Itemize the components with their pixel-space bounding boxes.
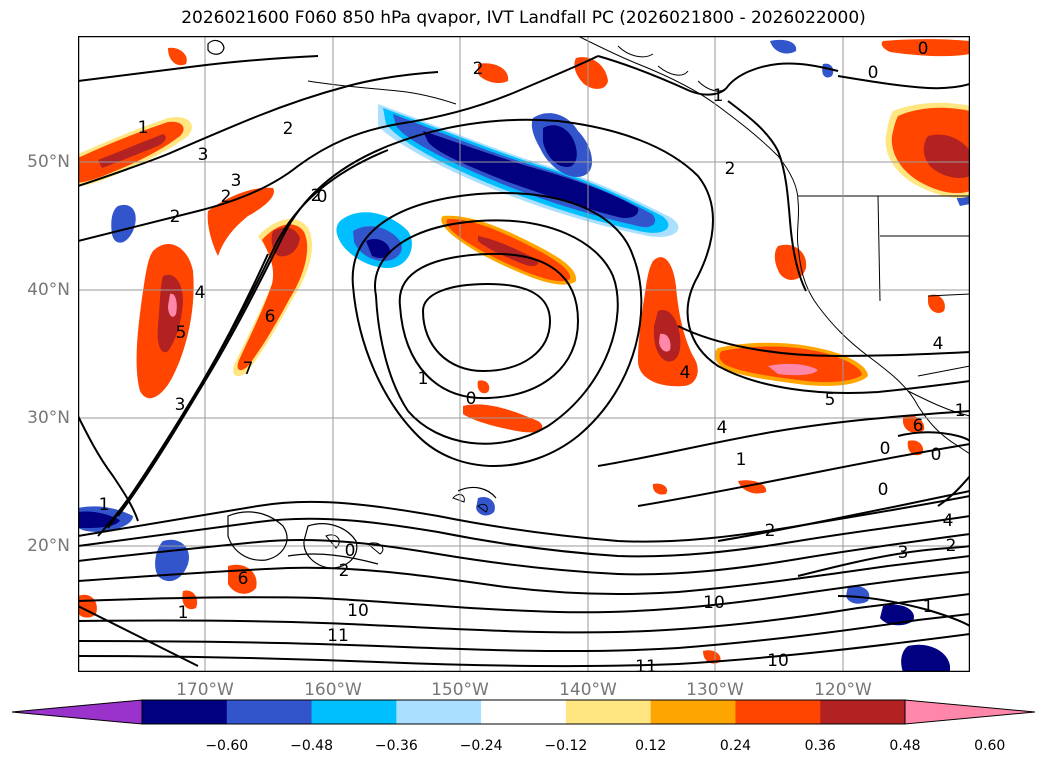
contour-label: 0: [317, 187, 328, 207]
colorbar-segment: [311, 700, 397, 724]
contour-label: 10: [703, 593, 725, 613]
contour-label: 1: [178, 603, 189, 623]
map-canvas: 2 1 3 2 3 2 4 2 5 6 7 1 2 1 4 3 0 1 0 4 …: [78, 36, 970, 672]
contour-label: 1: [138, 118, 149, 138]
coastlines: [307, 36, 970, 555]
colorbar-extend-max: [904, 699, 1036, 725]
lat-label-30n: 30°N: [27, 408, 70, 428]
ivt-thin-contours: [207, 39, 497, 569]
contour-label: 2: [311, 186, 322, 206]
contour-label: 1: [923, 597, 934, 617]
lat-label-50n: 50°N: [27, 152, 70, 172]
lon-label-170w: 170°W: [176, 680, 234, 700]
contour-label: 2: [339, 561, 350, 581]
colorbar-segment: [142, 700, 228, 724]
contour-label: 7: [243, 359, 254, 379]
colorbar-segment: [565, 700, 652, 724]
contour-label: 5: [176, 323, 187, 343]
colorbar-tick-label: 0.24: [719, 738, 752, 754]
contour-label: 2: [170, 207, 181, 227]
contour-label: 2: [765, 521, 776, 541]
colorbar-tick-label: 0.60: [974, 738, 1006, 754]
lon-label-130w: 130°W: [686, 680, 744, 700]
map-plot-area: 2 1 3 2 3 2 4 2 5 6 7 1 2 1 4 3 0 1 0 4 …: [78, 36, 970, 672]
contour-label: 3: [175, 395, 186, 415]
graticule-lines: [78, 36, 970, 672]
contour-label: 1: [955, 401, 966, 421]
contour-label: 11: [635, 657, 657, 672]
colorbar-tick-label: −0.48: [290, 738, 333, 754]
contour-label: 4: [717, 418, 728, 438]
colorbar-tick-label: −0.24: [459, 738, 503, 754]
contour-label: 11: [327, 626, 349, 646]
ivt-contours: [78, 55, 970, 668]
colorbar-segment: [650, 700, 736, 724]
colorbar-tick-label: 0.36: [804, 738, 836, 754]
contour-label: 6: [265, 307, 276, 327]
lon-label-150w: 150°W: [431, 680, 489, 700]
lon-label-120w: 120°W: [814, 680, 872, 700]
contour-label: 1: [418, 369, 429, 389]
contour-label: 2: [946, 536, 957, 556]
contour-label: 2: [221, 187, 232, 207]
colorbar-segment: [396, 700, 482, 724]
contour-label: 3: [231, 171, 242, 191]
contour-label: 0: [868, 63, 879, 83]
contour-label: 10: [767, 651, 789, 671]
contour-label: 3: [898, 543, 909, 563]
contour-label: 0: [931, 445, 942, 465]
contour-label: 6: [238, 569, 249, 589]
colorbar-tick-label: 0.12: [635, 738, 667, 754]
qvapor-negative-anomaly-fill: [78, 39, 970, 672]
colorbar-segment: [481, 700, 567, 724]
colorbar-segment: [820, 700, 906, 724]
colorbar-tick-label: −0.36: [374, 738, 418, 754]
colorbar: [11, 699, 1036, 725]
contour-label: 5: [825, 390, 836, 410]
colorbar-tick-label: −0.12: [544, 738, 588, 754]
contour-label: 4: [933, 334, 944, 354]
contour-label: 4: [680, 363, 691, 383]
map-title: 2026021600 F060 850 hPa qvapor, IVT Land…: [181, 8, 866, 28]
contour-label: 2: [473, 59, 484, 79]
contour-label: 2: [283, 119, 294, 139]
lat-label-40n: 40°N: [27, 280, 70, 300]
colorbar-extend-min: [11, 699, 143, 725]
contour-label: 0: [918, 39, 929, 59]
colorbar-segment: [735, 700, 821, 724]
contour-label: 0: [345, 541, 356, 561]
contour-label: 1: [736, 450, 747, 470]
contour-label: 0: [878, 480, 889, 500]
lat-label-20n: 20°N: [27, 536, 70, 556]
contour-label: 0: [880, 439, 891, 459]
lon-label-140w: 140°W: [559, 680, 617, 700]
contour-label: 10: [347, 601, 369, 621]
colorbar-tick-label: 0.48: [889, 738, 921, 754]
contour-label: 1: [99, 495, 110, 515]
contour-label: 4: [195, 283, 206, 303]
colorbar-tick-label: −0.60: [205, 738, 249, 754]
contour-label: 6: [913, 416, 924, 436]
contour-label: 2: [725, 159, 736, 179]
lon-label-160w: 160°W: [304, 680, 362, 700]
colorbar-segment: [226, 700, 313, 724]
contour-label: 4: [943, 511, 954, 531]
contour-label: 1: [713, 86, 724, 106]
contour-label: 0: [466, 389, 477, 409]
contour-label: 3: [198, 145, 209, 165]
contour-labels: 2 1 3 2 3 2 4 2 5 6 7 1 2 1 4 3 0 1 0 4 …: [99, 39, 966, 672]
